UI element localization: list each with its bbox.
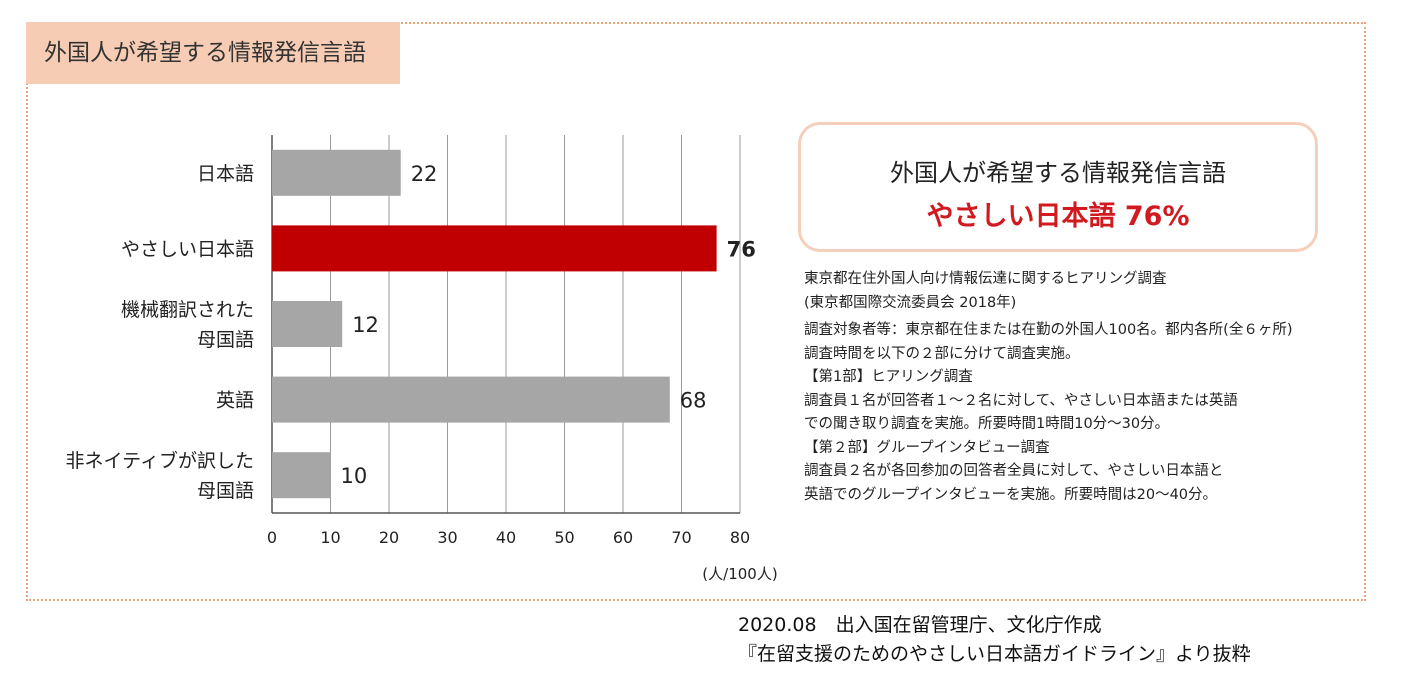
note-line: 調査員１名が回答者１～２名に対して、やさしい日本語または英語	[804, 392, 1238, 409]
callout-highlight: やさしい日本語 76%	[926, 201, 1190, 232]
x-tick-label: 0	[267, 528, 277, 547]
footer-line-1: 2020.08 出入国在留管理庁、文化庁作成	[738, 614, 1102, 636]
category-label: 非ネイティブが訳した	[66, 449, 254, 472]
bar	[272, 149, 401, 196]
x-tick-label: 30	[437, 528, 457, 547]
bar-value-label: 12	[352, 313, 379, 337]
note-line: 東京都在住外国人向け情報伝達に関するヒアリング調査	[804, 271, 1167, 287]
x-tick-label: 10	[320, 528, 340, 547]
category-label: 母国語	[197, 480, 254, 502]
panel-frame	[26, 22, 1366, 601]
note-line: 【第1部】ヒアリング調査	[804, 369, 973, 385]
bar-value-label: 10	[341, 464, 368, 488]
note-line: 【第２部】グループインタビュー調査	[804, 439, 1050, 456]
x-tick-label: 50	[554, 528, 574, 547]
x-tick-label: 40	[496, 528, 516, 547]
bar	[272, 376, 670, 423]
category-label: 英語	[216, 390, 254, 412]
bar	[272, 225, 717, 272]
x-tick-label: 60	[613, 528, 633, 547]
note-line: 調査時間を以下の２部に分けて調査実施。	[804, 345, 1080, 362]
note-line: 調査員２名が各回参加の回答者全員に対して、やさしい日本語と	[804, 463, 1224, 479]
note-line: での聞き取り調査を実施。所要時間1時間10分～30分。	[804, 416, 1170, 432]
x-tick-label: 20	[379, 528, 399, 547]
category-label: 機械翻訳された	[121, 299, 254, 321]
callout-heading: 外国人が希望する情報発信言語	[890, 159, 1226, 187]
x-tick-label: 80	[730, 528, 750, 547]
x-tick-label: 70	[671, 528, 691, 547]
source-footer: 2020.08 出入国在留管理庁、文化庁作成 『在留支援のためのやさしい日本語ガ…	[738, 611, 1251, 669]
summary-callout: 外国人が希望する情報発信言語 やさしい日本語 76%	[798, 122, 1318, 252]
bar	[272, 452, 331, 499]
footer-line-2: 『在留支援のためのやさしい日本語ガイドライン』より抜粋	[738, 643, 1251, 665]
survey-notes: 東京都在住外国人向け情報伝達に関するヒアリング調査 (東京都国際交流委員会 20…	[804, 268, 1364, 507]
note-line: (東京都国際交流委員会 2018年)	[804, 294, 1017, 311]
bar-value-label: 68	[680, 389, 707, 413]
category-label: やさしい日本語	[121, 238, 254, 260]
category-label: 日本語	[197, 163, 254, 185]
panel-title: 外国人が希望する情報発信言語	[26, 22, 400, 84]
category-label: 母国語	[197, 329, 254, 351]
note-line: 調査対象者等：東京都在住または在勤の外国人100名。都内各所(全６ヶ所)	[804, 322, 1293, 338]
unit-label: (人/100人)	[702, 565, 777, 583]
bar-value-label: 76	[727, 237, 756, 261]
bar	[272, 301, 343, 347]
note-line: 英語でのグループインタビューを実施。所要時間は20～40分。	[804, 486, 1218, 503]
bar-value-label: 22	[411, 162, 438, 186]
